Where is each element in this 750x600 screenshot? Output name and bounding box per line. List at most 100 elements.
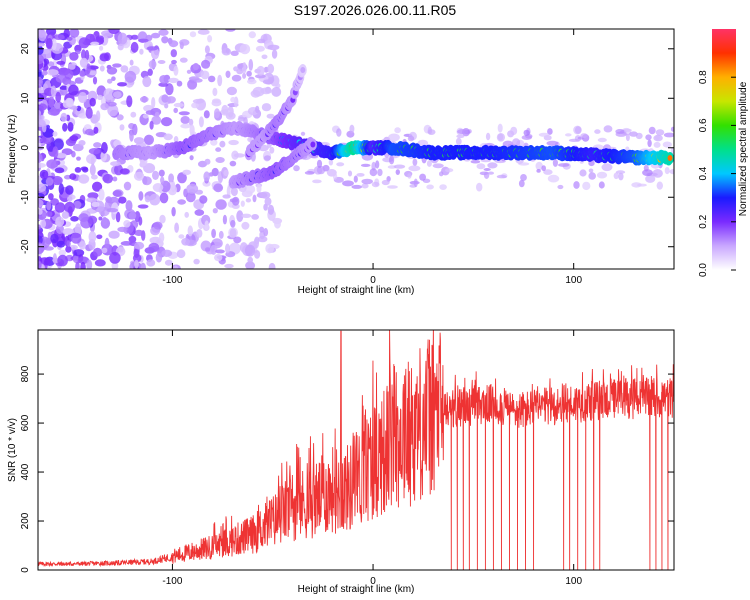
noise-speckle	[432, 163, 444, 169]
noise-speckle	[173, 265, 179, 269]
noise-speckle	[236, 210, 244, 223]
noise-speckle	[521, 135, 532, 140]
noise-speckle	[188, 118, 194, 126]
colorbar-tick-label: 0.4	[698, 166, 709, 180]
noise-speckle	[89, 97, 96, 107]
noise-speckle	[85, 128, 94, 136]
noise-speckle	[168, 173, 175, 183]
noise-speckle	[40, 219, 47, 229]
noise-speckle	[245, 198, 252, 203]
noise-speckle	[269, 146, 275, 154]
noise-speckle	[654, 134, 660, 141]
noise-speckle	[261, 54, 268, 60]
noise-speckle	[260, 87, 273, 95]
noise-speckle	[108, 230, 120, 239]
noise-speckle	[615, 170, 626, 174]
noise-speckle	[61, 211, 70, 219]
snr-y-label: SNR (10 * v/v)	[7, 418, 18, 482]
noise-speckle	[75, 261, 80, 269]
noise-speckle	[112, 63, 122, 68]
noise-speckle	[78, 140, 86, 146]
noise-speckle	[93, 142, 102, 148]
noise-speckle	[102, 173, 113, 184]
noise-speckle	[625, 133, 630, 142]
noise-speckle	[573, 125, 582, 135]
noise-speckle	[224, 263, 234, 269]
noise-speckle	[487, 171, 494, 175]
noise-speckle	[241, 62, 247, 74]
noise-speckle	[264, 197, 272, 206]
noise-speckle	[347, 170, 353, 177]
noise-speckle	[625, 146, 630, 152]
noise-speckle	[239, 43, 251, 55]
noise-speckle	[381, 179, 390, 186]
noise-speckle	[212, 87, 218, 97]
noise-speckle	[230, 187, 238, 197]
noise-speckle	[254, 74, 266, 79]
noise-speckle	[112, 176, 118, 182]
noise-speckle	[164, 259, 173, 266]
noise-speckle	[89, 164, 96, 176]
noise-speckle	[95, 110, 101, 122]
noise-speckle	[497, 133, 504, 141]
noise-speckle	[356, 173, 365, 177]
noise-speckle	[78, 113, 88, 119]
noise-speckle	[61, 148, 73, 156]
noise-speckle	[568, 138, 580, 142]
noise-speckle	[536, 169, 541, 173]
noise-speckle	[210, 244, 217, 255]
noise-speckle	[247, 256, 253, 264]
noise-speckle	[130, 41, 139, 53]
noise-speckle	[245, 261, 256, 269]
noise-speckle	[85, 107, 93, 119]
noise-speckle	[485, 132, 491, 141]
noise-speckle	[361, 183, 369, 189]
noise-speckle	[230, 220, 236, 228]
noise-speckle	[69, 29, 80, 38]
noise-speckle	[146, 259, 156, 267]
noise-speckle	[142, 176, 152, 186]
noise-speckle	[389, 155, 395, 165]
noise-speckle	[179, 41, 184, 50]
noise-speckle	[510, 126, 518, 136]
noise-speckle	[174, 222, 180, 233]
noise-speckle	[193, 78, 203, 83]
noise-speckle	[68, 63, 76, 70]
noise-speckle	[663, 132, 674, 138]
y-tick-label: 600	[20, 414, 31, 431]
noise-speckle	[186, 183, 199, 194]
spectrogram-marks	[38, 29, 674, 269]
noise-speckle	[173, 65, 179, 76]
colorbar-tick-label: 0.0	[698, 263, 709, 277]
noise-speckle	[81, 49, 86, 60]
noise-speckle	[38, 183, 47, 192]
noise-speckle	[112, 190, 122, 197]
noise-speckle	[635, 132, 643, 140]
spectrogram-frame	[37, 28, 675, 270]
noise-speckle	[371, 181, 380, 188]
noise-speckle	[152, 170, 159, 180]
noise-speckle	[99, 65, 105, 72]
noise-speckle	[149, 120, 154, 130]
noise-speckle	[603, 125, 613, 133]
noise-speckle	[38, 42, 45, 47]
spectrogram-y-label: Frequency (Hz)	[7, 115, 18, 184]
noise-speckle	[244, 244, 256, 257]
noise-speckle	[263, 155, 271, 161]
noise-speckle	[132, 253, 142, 263]
noise-speckle	[613, 172, 619, 180]
noise-speckle	[312, 179, 322, 184]
noise-speckle	[160, 176, 165, 185]
noise-speckle	[214, 108, 220, 119]
noise-speckle	[407, 135, 415, 142]
noise-speckle	[670, 126, 674, 132]
noise-speckle	[254, 250, 261, 259]
noise-speckle	[241, 213, 252, 218]
noise-speckle	[408, 165, 421, 172]
noise-speckle	[78, 213, 89, 223]
noise-speckle	[158, 29, 169, 36]
noise-speckle	[91, 174, 98, 180]
noise-speckle	[369, 168, 378, 177]
noise-speckle	[655, 129, 665, 136]
